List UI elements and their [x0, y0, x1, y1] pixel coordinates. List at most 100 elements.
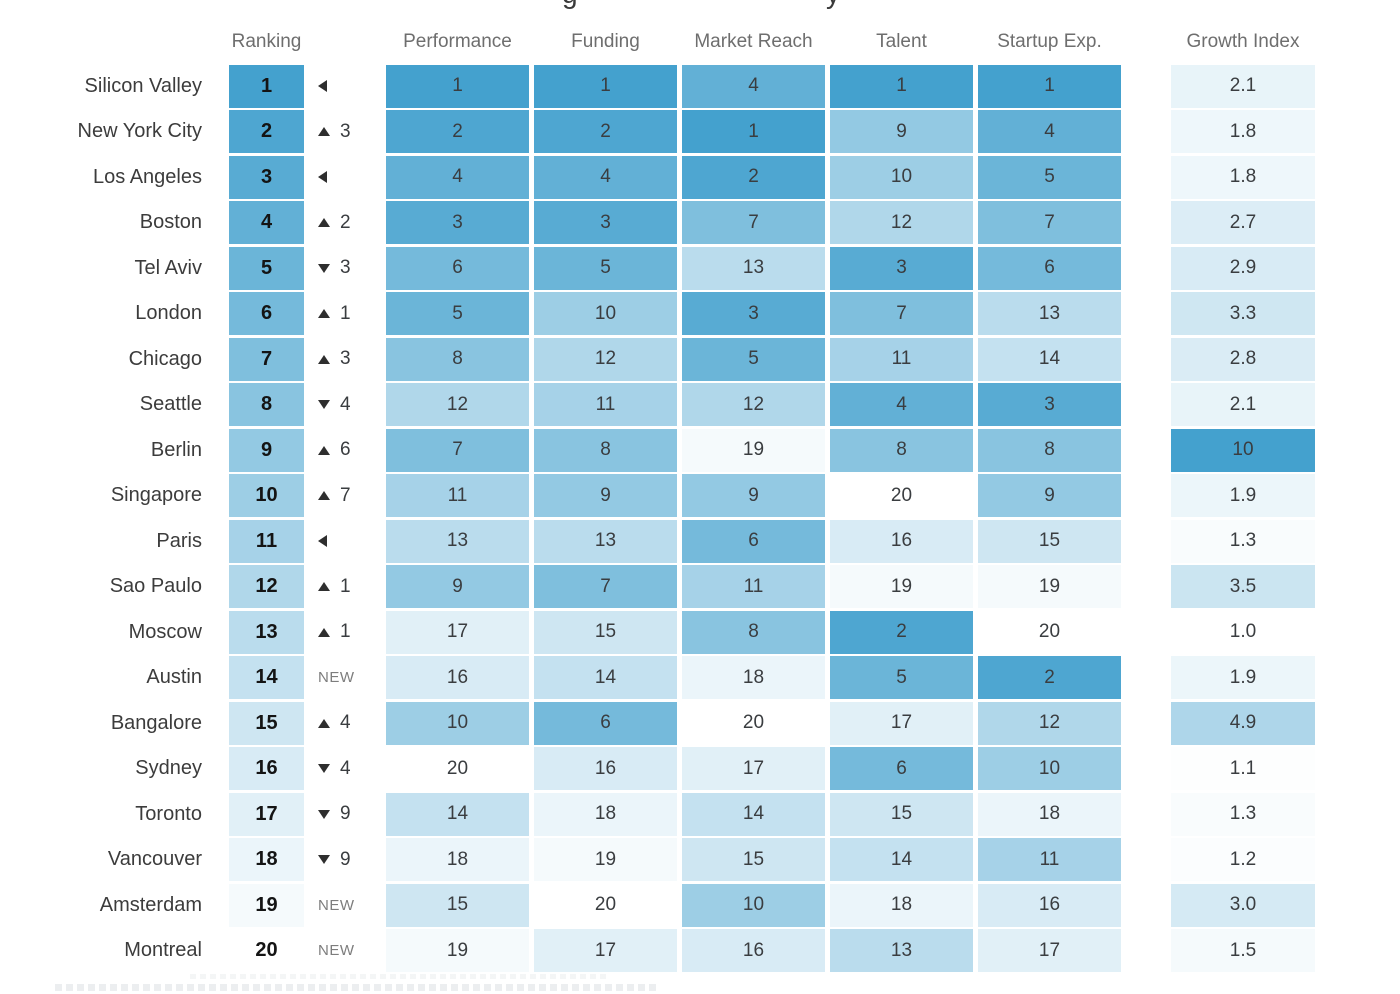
row-gap-spacer: [1126, 884, 1166, 927]
rank-cell: 11: [229, 519, 304, 563]
change-amount: 3: [340, 120, 351, 142]
change-amount: 1: [340, 575, 351, 597]
city-label: Toronto: [135, 802, 202, 825]
change-amount: 2: [340, 211, 351, 233]
row-gap-spacer: [1126, 429, 1166, 472]
down-triangle-icon: [318, 764, 330, 773]
rank-change-indicator: 1: [309, 292, 381, 335]
heat-cell-market-reach: 12: [682, 383, 825, 426]
city-label: Los Angeles: [93, 165, 202, 188]
heat-cell-startup-exp: 1: [978, 64, 1121, 108]
growth-index-cell: 3.5: [1171, 565, 1315, 608]
heat-cell-talent: 6: [830, 747, 973, 790]
growth-index-cell: 2.7: [1171, 201, 1315, 244]
clipped-title-fragment: g: [562, 0, 578, 10]
growth-index-cell: 1.3: [1171, 792, 1315, 836]
row-gap-spacer: [1126, 565, 1166, 608]
heat-cell-market-reach: 18: [682, 656, 825, 699]
rank-cell: 20: [229, 929, 304, 972]
change-amount: 3: [340, 257, 351, 278]
row-gap-spacer: [1126, 747, 1166, 790]
down-triangle-icon: [318, 263, 330, 273]
heat-cell-performance: 13: [386, 519, 529, 563]
row-gap-spacer: [1126, 611, 1166, 654]
row-gap-spacer: [1126, 520, 1166, 563]
row-gap-spacer: [1126, 292, 1166, 335]
city-label: Bangalore: [110, 711, 202, 734]
heatmap-grid: Ranking Performance Funding Market Reach Tal…: [8, 22, 1315, 972]
growth-index-cell: 1.8: [1171, 110, 1315, 153]
heat-cell-funding: 4: [534, 155, 677, 199]
new-entry-label: NEW: [318, 896, 355, 914]
rank-change-indicator: [309, 64, 381, 108]
rank-change-indicator: 4: [309, 747, 381, 790]
growth-index-cell: 3.0: [1171, 883, 1315, 927]
growth-index-cell: 2.1: [1171, 64, 1315, 108]
rank-cell: 19: [229, 883, 304, 927]
change-amount: 6: [340, 439, 351, 460]
rank-cell: 3: [229, 155, 304, 199]
heat-cell-performance: 8: [386, 337, 529, 381]
column-header-change-spacer: [309, 22, 381, 62]
heat-cell-startup-exp: 19: [978, 565, 1121, 608]
column-header-spacer: [8, 22, 224, 62]
row-gap-spacer: [1126, 838, 1166, 881]
heat-cell-funding: 5: [534, 246, 677, 290]
heat-cell-talent: 14: [830, 838, 973, 881]
heat-cell-talent: 16: [830, 519, 973, 563]
change-amount: 4: [340, 757, 351, 779]
row-gap-spacer: [1126, 338, 1166, 381]
up-triangle-icon: [318, 582, 330, 591]
growth-index-cell: 1.3: [1171, 519, 1315, 563]
heat-cell-startup-exp: 2: [978, 656, 1121, 699]
heat-cell-startup-exp: 8: [978, 428, 1121, 472]
heat-cell-talent: 2: [830, 610, 973, 654]
up-triangle-icon: [318, 309, 330, 318]
growth-index-cell: 2.8: [1171, 337, 1315, 381]
heat-cell-startup-exp: 17: [978, 929, 1121, 972]
heat-cell-performance: 2: [386, 110, 529, 153]
rank-change-indicator: [309, 519, 381, 563]
rank-change-indicator: 1: [309, 565, 381, 608]
growth-index-cell: 3.3: [1171, 292, 1315, 335]
heat-cell-funding: 6: [534, 701, 677, 745]
heat-cell-performance: 5: [386, 292, 529, 335]
heat-cell-performance: 19: [386, 929, 529, 972]
growth-index-cell: 1.8: [1171, 155, 1315, 199]
rank-change-indicator: 3: [309, 110, 381, 153]
up-triangle-icon: [318, 718, 330, 728]
column-header-performance: Performance: [403, 31, 512, 52]
heat-cell-performance: 7: [386, 428, 529, 472]
heat-cell-market-reach: 3: [682, 292, 825, 335]
rank-change-indicator: 1: [309, 610, 381, 654]
heat-cell-funding: 13: [534, 519, 677, 563]
heat-cell-talent: 9: [830, 110, 973, 153]
heat-cell-funding: 16: [534, 747, 677, 790]
heat-cell-talent: 12: [830, 201, 973, 244]
heat-cell-talent: 5: [830, 656, 973, 699]
rank-cell: 12: [229, 565, 304, 608]
left-triangle-icon: [318, 171, 327, 183]
clipped-title-fragment: y: [826, 0, 840, 10]
growth-index-cell: 2.9: [1171, 246, 1315, 290]
change-amount: 1: [340, 302, 351, 324]
heat-cell-startup-exp: 5: [978, 155, 1121, 199]
growth-index-cell: 1.5: [1171, 929, 1315, 972]
rank-change-indicator: 6: [309, 428, 381, 472]
row-gap-spacer: [1126, 474, 1166, 517]
row-gap-spacer: [1126, 793, 1166, 836]
heat-cell-performance: 9: [386, 565, 529, 608]
heat-cell-startup-exp: 11: [978, 838, 1121, 881]
rank-cell: 6: [229, 292, 304, 335]
city-label: Paris: [156, 529, 202, 552]
heat-cell-funding: 20: [534, 883, 677, 927]
heat-cell-talent: 4: [830, 383, 973, 426]
heat-cell-startup-exp: 7: [978, 201, 1121, 244]
heat-cell-funding: 11: [534, 383, 677, 426]
heat-cell-market-reach: 16: [682, 929, 825, 972]
heat-cell-funding: 14: [534, 656, 677, 699]
up-triangle-icon: [318, 354, 330, 364]
change-amount: 9: [340, 803, 351, 824]
growth-index-cell: 10: [1171, 428, 1315, 472]
rank-change-indicator: 3: [309, 246, 381, 290]
